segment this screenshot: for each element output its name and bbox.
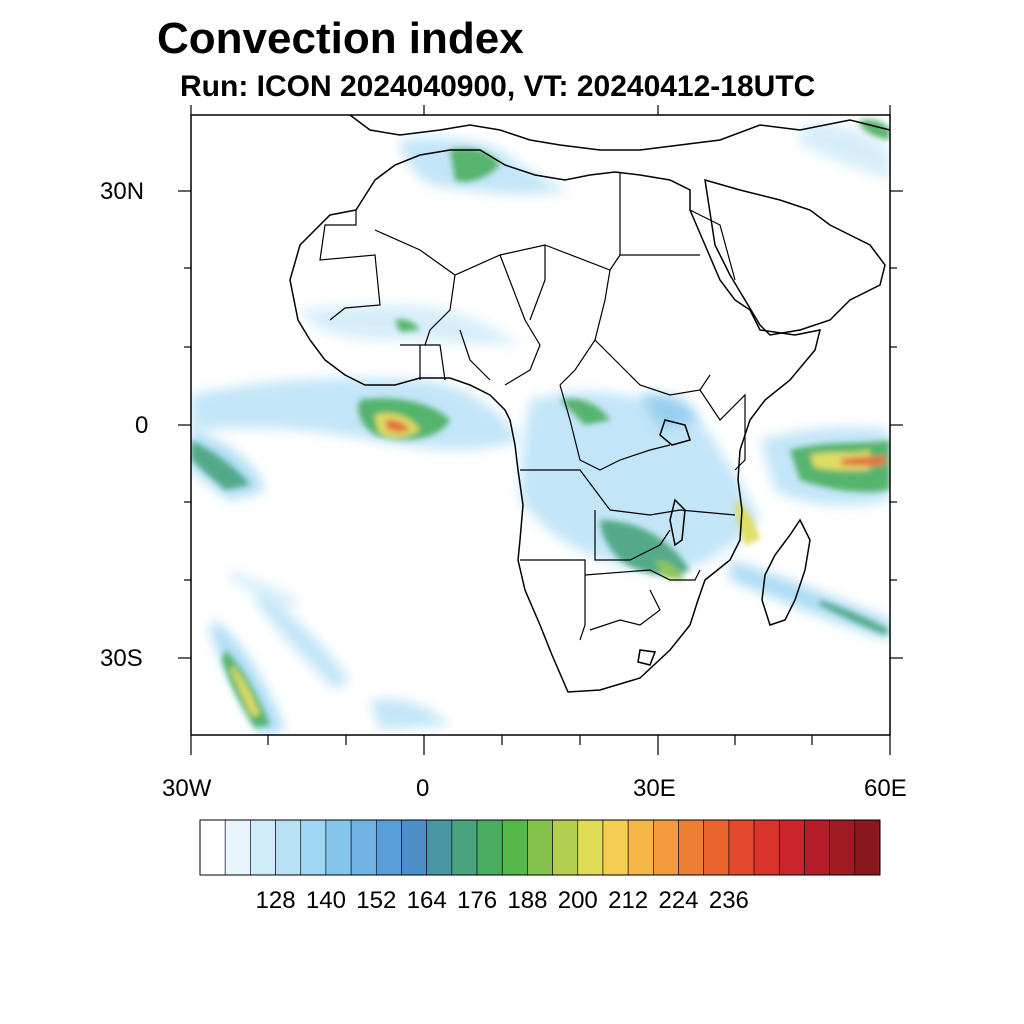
colorbar-swatch xyxy=(300,819,327,876)
axis-ticks xyxy=(178,105,903,755)
colorbar-label: 212 xyxy=(608,887,649,914)
colorbar-swatch xyxy=(476,819,503,876)
colorbar-swatch xyxy=(577,819,604,876)
colorbar-label: 176 xyxy=(457,887,498,914)
colorbar-label: 152 xyxy=(356,887,397,914)
convection-field xyxy=(191,119,890,735)
colorbar-label: 140 xyxy=(305,887,346,914)
lat-label-30n: 30N xyxy=(100,178,145,205)
colorbar-swatch xyxy=(224,819,251,876)
colorbar-swatch xyxy=(552,819,579,876)
colorbar-frame xyxy=(199,819,881,876)
colorbar-swatch xyxy=(501,819,528,876)
lon-label-60e: 60E xyxy=(864,775,907,802)
colorbar-label: 164 xyxy=(406,887,447,914)
colorbar-swatch xyxy=(678,819,705,876)
colorbar-swatch xyxy=(829,819,856,876)
colorbar-swatch xyxy=(627,819,654,876)
colorbar-swatch xyxy=(778,819,805,876)
colorbar-swatch xyxy=(451,819,478,876)
colorbar-label: 236 xyxy=(708,887,749,914)
colorbar-swatch xyxy=(653,819,679,876)
lon-label-0: 0 xyxy=(416,775,430,802)
lon-label-30e: 30E xyxy=(633,775,676,802)
lon-label-30w: 30W xyxy=(162,775,212,802)
colorbar-swatch xyxy=(250,819,276,876)
colorbar-swatch xyxy=(753,819,780,876)
colorbar-swatch xyxy=(602,819,629,876)
colorbar-swatch xyxy=(275,819,302,876)
colorbar-swatch xyxy=(199,819,226,876)
colorbar-swatch xyxy=(804,819,830,876)
lat-label-0: 0 xyxy=(135,412,149,439)
colorbar-swatch xyxy=(703,819,730,876)
colorbar-swatch xyxy=(527,819,553,876)
colorbar-swatch xyxy=(325,819,352,876)
colorbar-swatch xyxy=(854,819,881,876)
colorbar-label: 224 xyxy=(658,887,699,914)
colorbar-swatch xyxy=(350,819,377,876)
colorbar xyxy=(199,819,881,876)
country-borders xyxy=(319,172,746,666)
colorbar-swatch xyxy=(426,819,453,876)
colorbar-label: 128 xyxy=(255,887,296,914)
lat-label-30s: 30S xyxy=(100,645,143,672)
colorbar-swatch xyxy=(401,819,427,876)
colorbar-label: 200 xyxy=(557,887,598,914)
plot-title: Convection index xyxy=(157,14,524,63)
colorbar-swatch xyxy=(375,819,402,876)
colorbar-label: 188 xyxy=(507,887,548,914)
plot-subtitle: Run: ICON 2024040900, VT: 20240412-18UTC xyxy=(180,70,816,103)
colorbar-swatch xyxy=(728,819,755,876)
